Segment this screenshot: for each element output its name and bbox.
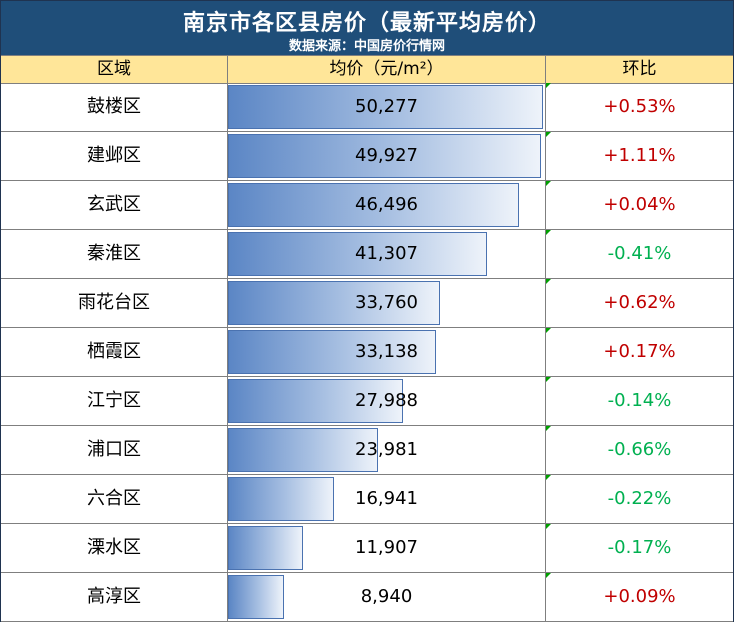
table-row: 秦淮区 41,307 -0.41% xyxy=(1,230,733,279)
price-bar xyxy=(228,477,334,521)
change-value: +0.04% xyxy=(546,181,733,229)
change-value: -0.22% xyxy=(546,475,733,523)
price-cell: 27,988 xyxy=(228,377,546,425)
cell-marker-icon xyxy=(546,573,551,578)
price-bar xyxy=(228,526,303,570)
cell-marker-icon xyxy=(546,377,551,382)
cell-marker-icon xyxy=(546,279,551,284)
price-cell: 11,907 xyxy=(228,524,546,572)
table-row: 高淳区 8,940 +0.09% xyxy=(1,573,733,622)
region-name: 浦口区 xyxy=(1,426,228,474)
price-bar xyxy=(228,281,440,325)
price-label: 41,307 xyxy=(355,243,418,264)
region-name: 玄武区 xyxy=(1,181,228,229)
price-cell: 49,927 xyxy=(228,132,546,180)
table-header: 区域 均价（元/m²） 环比 xyxy=(1,55,733,84)
cell-marker-icon xyxy=(546,132,551,137)
change-value: +0.09% xyxy=(546,573,733,621)
price-cell: 46,496 xyxy=(228,181,546,229)
header-region: 区域 xyxy=(1,56,228,83)
chart-subtitle: 数据来源：中国房价行情网 xyxy=(288,39,445,54)
price-cell: 8,940 xyxy=(228,573,546,621)
price-label: 50,277 xyxy=(355,96,418,117)
price-label: 23,981 xyxy=(355,439,418,460)
title-banner: 南京市各区县房价（最新平均房价） 数据来源：中国房价行情网 xyxy=(1,1,733,55)
table-row: 玄武区 46,496 +0.04% xyxy=(1,181,733,230)
region-name: 江宁区 xyxy=(1,377,228,425)
price-bar xyxy=(228,183,519,227)
region-name: 溧水区 xyxy=(1,524,228,572)
price-label: 27,988 xyxy=(355,390,418,411)
chart-title: 南京市各区县房价（最新平均房价） xyxy=(182,11,551,36)
change-value: +0.62% xyxy=(546,279,733,327)
price-bar xyxy=(228,379,403,423)
cell-marker-icon xyxy=(546,524,551,529)
region-name: 雨花台区 xyxy=(1,279,228,327)
price-label: 16,941 xyxy=(355,488,418,509)
cell-marker-icon xyxy=(546,475,551,480)
price-label: 11,907 xyxy=(355,537,418,558)
header-change: 环比 xyxy=(622,59,657,79)
cell-marker-icon xyxy=(546,328,551,333)
price-cell: 33,760 xyxy=(228,279,546,327)
change-value: -0.14% xyxy=(546,377,733,425)
price-cell: 50,277 xyxy=(228,83,546,131)
table-row: 浦口区 23,981 -0.66% xyxy=(1,426,733,475)
price-bar xyxy=(228,330,436,374)
change-value: -0.17% xyxy=(546,524,733,572)
table-row: 建邺区 49,927 +1.11% xyxy=(1,132,733,181)
cell-marker-icon xyxy=(546,181,551,186)
price-label: 8,940 xyxy=(360,586,413,607)
table-row: 鼓楼区 50,277 +0.53% xyxy=(1,83,733,132)
cell-marker-icon xyxy=(546,83,551,88)
region-name: 秦淮区 xyxy=(1,230,228,278)
price-cell: 41,307 xyxy=(228,230,546,278)
price-cell: 23,981 xyxy=(228,426,546,474)
change-value: -0.66% xyxy=(546,426,733,474)
cell-marker-icon xyxy=(546,230,551,235)
table-row: 溧水区 11,907 -0.17% xyxy=(1,524,733,573)
change-value: +0.17% xyxy=(546,328,733,376)
price-label: 49,927 xyxy=(355,145,418,166)
cell-marker-icon xyxy=(546,426,551,431)
price-bar xyxy=(228,232,487,276)
region-name: 高淳区 xyxy=(1,573,228,621)
region-name: 栖霞区 xyxy=(1,328,228,376)
price-bar xyxy=(228,428,378,472)
price-bar xyxy=(228,85,543,129)
price-cell: 33,138 xyxy=(228,328,546,376)
change-value: -0.41% xyxy=(546,230,733,278)
region-name: 六合区 xyxy=(1,475,228,523)
price-label: 46,496 xyxy=(355,194,418,215)
change-value: +1.11% xyxy=(546,132,733,180)
table-row: 江宁区 27,988 -0.14% xyxy=(1,377,733,426)
table-row: 六合区 16,941 -0.22% xyxy=(1,475,733,524)
price-label: 33,760 xyxy=(355,292,418,313)
price-label: 33,138 xyxy=(355,341,418,362)
price-bar xyxy=(228,575,284,619)
table-row: 雨花台区 33,760 +0.62% xyxy=(1,279,733,328)
header-price: 均价（元/m²） xyxy=(228,56,546,83)
region-name: 建邺区 xyxy=(1,132,228,180)
price-bar xyxy=(228,134,541,178)
table-row: 栖霞区 33,138 +0.17% xyxy=(1,328,733,377)
price-cell: 16,941 xyxy=(228,475,546,523)
region-name: 鼓楼区 xyxy=(1,83,228,131)
change-value: +0.53% xyxy=(546,83,733,131)
